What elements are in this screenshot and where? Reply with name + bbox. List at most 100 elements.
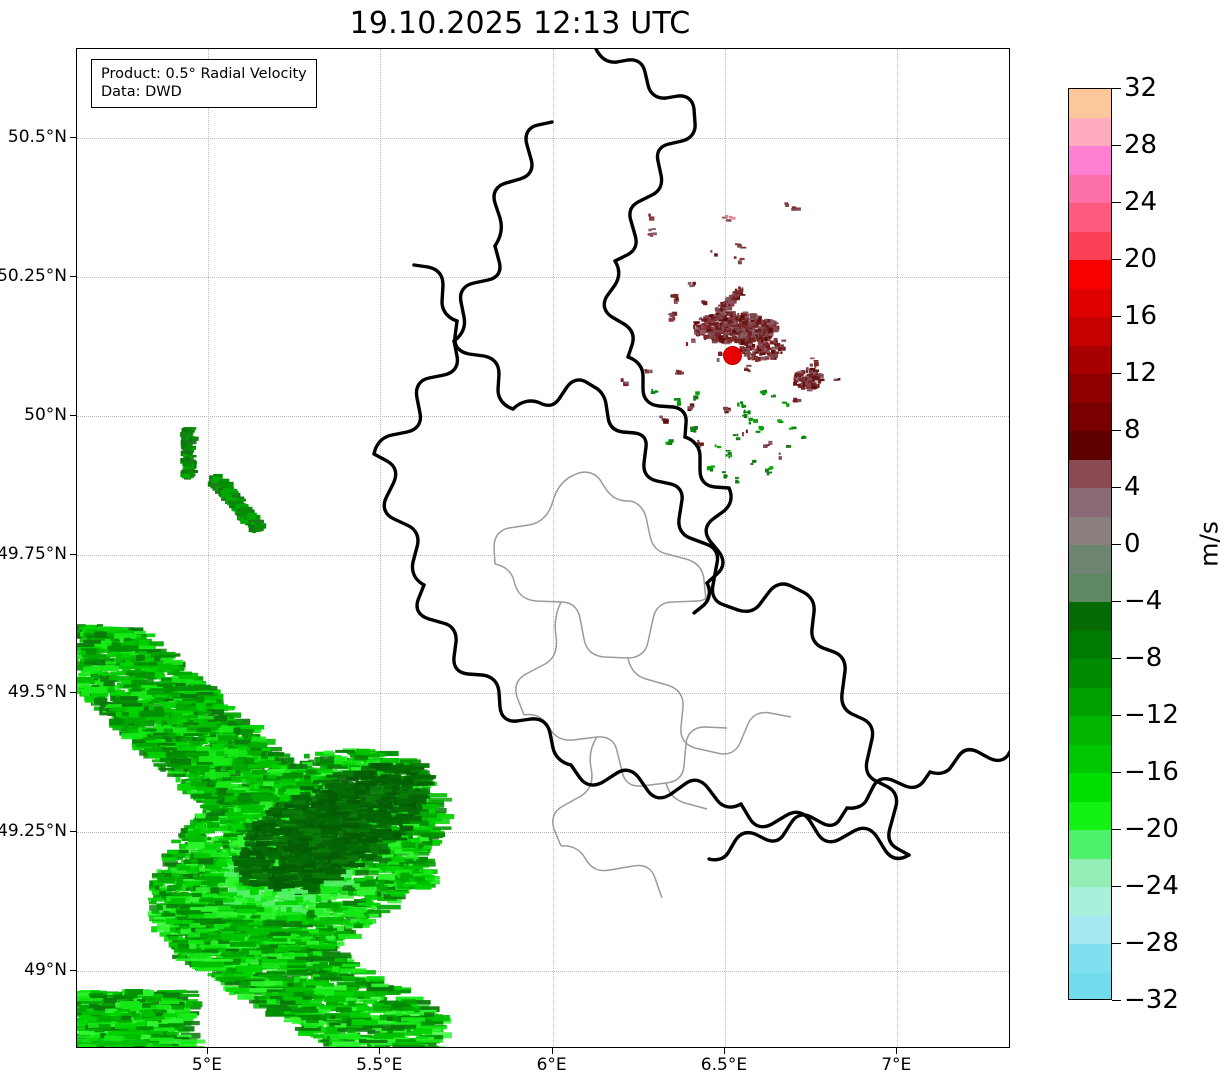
echo-cell	[138, 639, 150, 646]
echo-cell	[246, 749, 261, 755]
echo-cell	[221, 732, 240, 736]
echo-cell	[133, 675, 139, 679]
echo-cell	[141, 710, 165, 717]
echo-cell	[159, 680, 170, 684]
echo-cell	[214, 844, 229, 848]
echo-cell	[362, 880, 367, 884]
echo-cell	[194, 757, 199, 761]
echo-cell	[350, 753, 361, 757]
echo-cell	[93, 706, 103, 711]
echo-cell	[190, 792, 212, 799]
echo-cell	[180, 737, 192, 742]
echo-cell	[274, 913, 282, 918]
echo-cell	[175, 777, 181, 783]
echo-cell	[122, 653, 130, 658]
echo-cell	[170, 758, 191, 765]
echo-cell	[141, 641, 164, 647]
echo-cell	[102, 710, 110, 715]
echo-cell	[161, 657, 174, 662]
echo-cell	[227, 799, 233, 803]
echo-cell	[157, 764, 163, 770]
echo-cell	[199, 866, 216, 874]
echo-cell	[365, 879, 376, 886]
echo-cell	[110, 636, 116, 641]
echo-cell	[145, 740, 162, 744]
echo-cell	[167, 770, 183, 775]
echo-cell	[337, 887, 344, 894]
echo-cell	[80, 631, 85, 637]
echo-cell	[304, 753, 310, 759]
echo-cell	[234, 739, 251, 745]
echo-cell	[203, 723, 218, 731]
echo-cell	[242, 783, 250, 787]
echo-cell	[204, 715, 228, 722]
echo-cell	[84, 686, 108, 694]
echo-cell	[130, 700, 149, 704]
echo-cell	[148, 660, 167, 667]
echo-cell	[193, 797, 206, 801]
echo-cell	[407, 837, 431, 842]
echo-cell	[218, 880, 226, 886]
echo-cell	[350, 918, 360, 922]
echo-cell	[425, 800, 445, 805]
echo-cell	[123, 702, 143, 707]
echo-cell	[228, 766, 251, 772]
echo-cell	[190, 780, 208, 787]
echo-cell	[197, 845, 221, 852]
echo-cell	[196, 819, 202, 824]
echo-cell	[252, 774, 272, 778]
gridline-horizontal-1	[77, 276, 1009, 278]
echo-cell	[211, 744, 224, 751]
echo-cell	[364, 876, 374, 880]
echo-cell	[216, 841, 228, 846]
echo-cell	[83, 640, 101, 644]
echo-cell	[205, 769, 216, 774]
echo-cell	[104, 638, 110, 643]
echo-cell	[188, 692, 214, 696]
echo-cell	[196, 702, 207, 710]
echo-cell	[113, 641, 134, 647]
echo-cell	[90, 669, 103, 675]
echo-cell	[102, 671, 107, 677]
gridline-vertical-0	[207, 49, 209, 1047]
echo-cell	[176, 881, 190, 884]
echo-cell	[125, 644, 148, 652]
echo-cell	[107, 651, 120, 657]
echo-cell	[250, 747, 262, 752]
echo-cell	[128, 727, 138, 733]
echo-cell	[77, 643, 95, 648]
echo-cell	[216, 751, 225, 758]
echo-cell	[171, 727, 187, 734]
echo-cell	[177, 746, 203, 751]
echo-cell	[241, 779, 247, 784]
echo-cell	[156, 869, 162, 876]
echo-cell	[77, 682, 90, 688]
echo-cell	[109, 676, 135, 680]
echo-cell	[232, 758, 248, 765]
echo-cell	[123, 669, 137, 673]
echo-cell	[129, 689, 142, 692]
echo-cell	[161, 747, 178, 751]
echo-cell	[354, 877, 370, 882]
echo-cell	[163, 724, 172, 729]
gridline-horizontal-0	[77, 137, 1009, 139]
echo-cell	[77, 636, 81, 639]
echo-cell	[112, 697, 138, 704]
echo-cell	[252, 770, 277, 775]
echo-cell	[100, 648, 106, 652]
echo-cell	[221, 762, 227, 770]
echo-cell	[133, 704, 141, 711]
echo-cell	[146, 690, 165, 695]
echo-cell	[133, 669, 142, 674]
echo-cell	[105, 704, 122, 708]
echo-cell	[122, 630, 146, 635]
echo-cell	[259, 785, 273, 791]
echo-cell	[109, 639, 120, 643]
echo-cell	[360, 865, 378, 872]
gridline-horizontal-5	[77, 832, 1009, 834]
echo-cell	[86, 629, 105, 634]
echo-cell	[222, 893, 228, 899]
radar-map-plot[interactable]: Product: 0.5° Radial Velocity Data: DWD	[76, 48, 1010, 1048]
echo-cell	[151, 919, 169, 924]
